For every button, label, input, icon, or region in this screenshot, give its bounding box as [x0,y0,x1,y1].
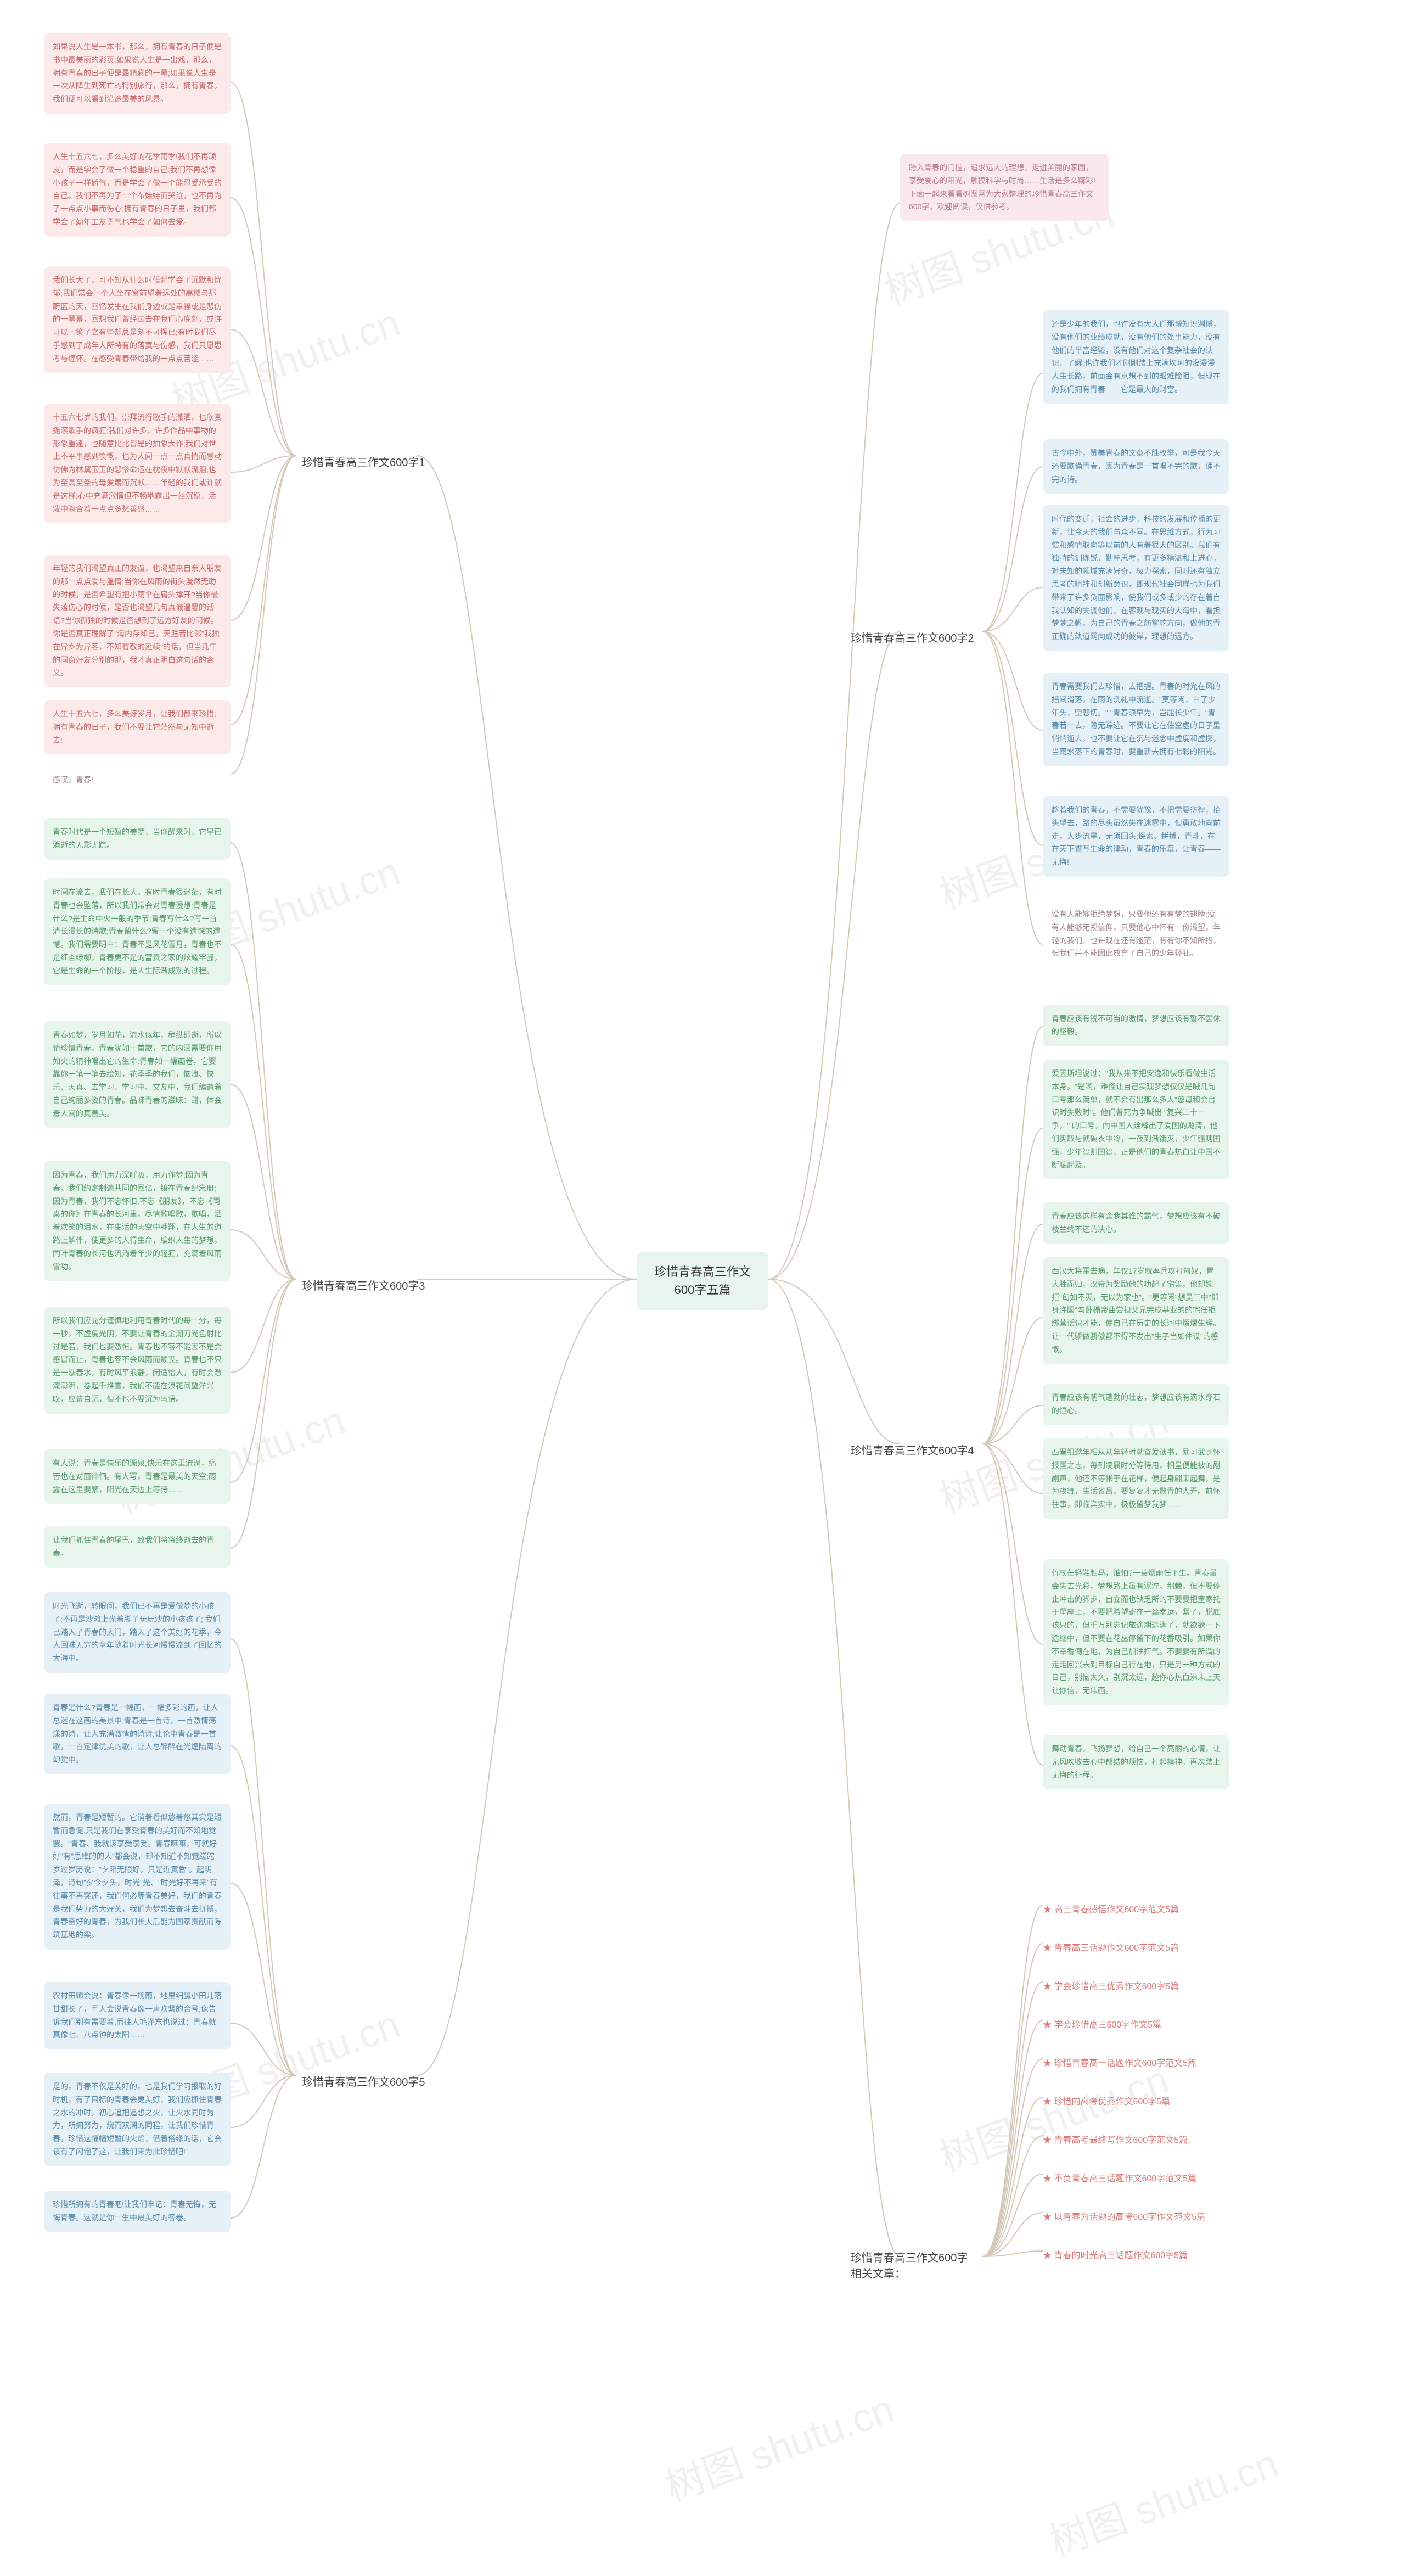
leaf-node: 人生十五六七，多么美好岁月，让我们都来珍惜;拥有青春的日子，我们不要让它茫然与无… [44,700,231,754]
leaf-node: 古今中外，赞美青春的文章不胜枚举，可是我今天还要歌诵青春，因为青春是一首唱不完的… [1043,439,1229,494]
leaf-node: 青春应该有锐不可当的激情，梦想应该有誓不罢休的坚毅。 [1043,1005,1229,1046]
leaf-node: 有人说：青春是快乐的源泉,快乐在这里流淌，痛苦也在对面徘徊。有人写，青春是最美的… [44,1449,231,1504]
center-node: 珍惜青春高三作文600字五篇 [637,1252,768,1310]
related-link[interactable]: ★ 青春高考最终写作文600字范文5篇 [1043,2130,1188,2148]
leaf-node: 舞动青春，飞扬梦想，给自己一个亮丽的心情，让无风吹收去心中郁结的烦恼，打起精神，… [1043,1735,1229,1789]
leaf-node: 还是少年的我们，也许没有大人们那博知识渊博，没有他们的业绩成就，没有他们的处事能… [1043,310,1229,404]
leaf-node: 西汉大将霍去病，年仅17岁就率兵攻打匈奴，置大胜而归，汉帝为奖励他的功起了宅第，… [1043,1257,1229,1364]
leaf-node: 是的，青春不仅是美好的，也是我们学习报取的好时机，有了目标的青春会更美好，我们应… [44,2073,231,2166]
leaf-node: 时光飞逝，转眼间，我们已不再是爱做梦的小孩了;不再是沙滩上光着脚丫玩玩沙的小孩孩… [44,1592,231,1673]
leaf-node: 珍惜所拥有的青春吧!让我们牢记：青春无悔，无悔青春。这就是你一生中最美好的答卷。 [44,2191,231,2232]
related-link[interactable]: ★ 以青春为话题的高考600字作文范文5篇 [1043,2207,1205,2225]
leaf-node: 感叹，青春! [44,766,231,794]
leaf-node: 时间在流去，我们在长大。有时青春很迷茫，有时青春也会坠落，所以我们常会对青春漫想… [44,878,231,985]
related-link[interactable]: ★ 青春的时光高三话题作文600字5篇 [1043,2245,1188,2263]
related-link[interactable]: ★ 高三青春感悟作文600字范文5篇 [1043,1900,1179,1917]
leaf-node: 爱因斯坦说过："我从来不把安逸和快乐看做生活本身。"是啊，难怪让自己实现梦想仅仅… [1043,1060,1229,1179]
related-link[interactable]: ★ 学会珍惜高三优秀作文600字5篇 [1043,1976,1179,1994]
watermark: 树图 shutu.cn [656,2377,901,2513]
leaf-node: 西晋祖逖年相从从年轻时就奋发读书，励习武身怀报国之志，每到凌晨时分等待用，相呈便… [1043,1438,1229,1519]
branch-2-label: 珍惜青春高三作文600字2 [845,626,980,648]
watermark: 树图 shutu.cn [1040,2432,1285,2568]
leaf-node: 农村田师会说：青春像一场雨，地里细腻小田儿落甘甜长了，军人会说青春像一声吹紧的合… [44,1982,231,2049]
leaf-node: 竹杖芒轻鞋胜马，谁怕?一蓑烟雨任平生。青春虽会失去光彩，梦想路上虽有泥泞。荆棘，… [1043,1559,1229,1705]
related-link[interactable]: ★ 学会珍惜高三600字作文5篇 [1043,2015,1161,2032]
leaf-node: 青春时代是一个短暂的美梦，当你醒来时，它早已消逝的无影无踪。 [44,818,231,860]
leaf-node: 年轻的我们渴望真正的友谊，也渴望来自亲人朋友的那一点点爱与温情;当你在风雨的街头… [44,555,231,687]
leaf-node: 没有人能够拒绝梦想，只要他还有有梦的翅膀;没有人能够无视信仰，只要他心中怀有一份… [1043,900,1229,968]
related-link[interactable]: ★ 青春高三话题作文600字范文5篇 [1043,1938,1179,1956]
leaf-node: 时代的变迁，社会的进步，科技的发展和传播的更新，让今天的我们与众不同。在思维方式… [1043,505,1229,651]
branch-3-label: 珍惜青春高三作文600字3 [296,1274,431,1296]
branch-4-label: 珍惜青春高三作文600字4 [845,1438,980,1461]
related-link[interactable]: ★ 不负青春高三话题作文600字范文5篇 [1043,2169,1196,2186]
branch-1-label: 珍惜青春高三作文600字1 [296,450,431,473]
related-link[interactable]: ★ 珍惜青春高一话题作文600字范文5篇 [1043,2053,1196,2071]
leaf-node: 趁着我们的青春，不需要犹豫，不把需要彷徨，抬头望去，路的尽头虽然失在迷雾中，但勇… [1043,796,1229,877]
branch-related-label: 珍惜青春高三作文600字相关文章： [845,2245,977,2284]
leaf-node: 十五六七岁的我们，崇拜流行歌手的潇洒，也欣赏摇滚歌手的疯狂;我们对许多，许多作品… [44,404,231,523]
leaf-node: 青春是什么?青春是一幅画，一幅多彩的画，让人总迷在这画的美景中;青春是一首诗，一… [44,1694,231,1774]
leaf-node: 青春需要我们去珍惜，去把握。青春的时光在风的指间滑落，在雨的洗礼中流逝。"莫等闲… [1043,673,1229,766]
leaf-node: 因为青春，我们用力深呼吸，用力作梦;因为青春，我们约定制造共同的回亿，镶在青春纪… [44,1161,231,1281]
leaf-node: 让我们抓住青春的尾巴，致我们将将终逝去的青春。 [44,1526,231,1568]
related-link[interactable]: ★ 珍惜的高考优秀作文600字5篇 [1043,2092,1170,2109]
leaf-node: 所以我们应充分谨慎地利用青春时代的每一分，每一秒，不虚度光阴，不要让青春的金潮刀… [44,1307,231,1414]
leaf-node: 如果说人生是一本书，那么，拥有青春的日子便是书中最美丽的彩页;如果说人生是一出戏… [44,33,231,114]
leaf-node: 然而，青春是短暂的。它消着看似悠着悠其实是短暂而急促,只是我们在享受青春的美好而… [44,1804,231,1950]
branch-5-label: 珍惜青春高三作文600字5 [296,2070,431,2092]
leaf-node: 人生十五六七，多么美好的花季雨季!我们不再顽皮，而是学会了做一个稳重的自己;我们… [44,143,231,237]
intro-node: 跨入青春的门槛，追求远大的理想，走进美丽的家园，享受爱心的阳光，触摸科学与时尚…… [900,154,1109,221]
leaf-node: 青春应该这样有舍我其谁的霸气，梦想应该有不破楼兰终不还的决心。 [1043,1202,1229,1244]
leaf-node: 青春如梦，岁月如花，流水似年，稍纵即逝，所以请珍惜青春。青春犹如一首歌，它的内涵… [44,1021,231,1128]
leaf-node: 青春应该有朝气蓬勃的壮志，梦想应该有滴水穿石的恒心。 [1043,1384,1229,1425]
leaf-node: 我们长大了，可不知从什么时候起学会了沉默和忧郁;我们常会一个人坐在窗前望着远处的… [44,266,231,373]
